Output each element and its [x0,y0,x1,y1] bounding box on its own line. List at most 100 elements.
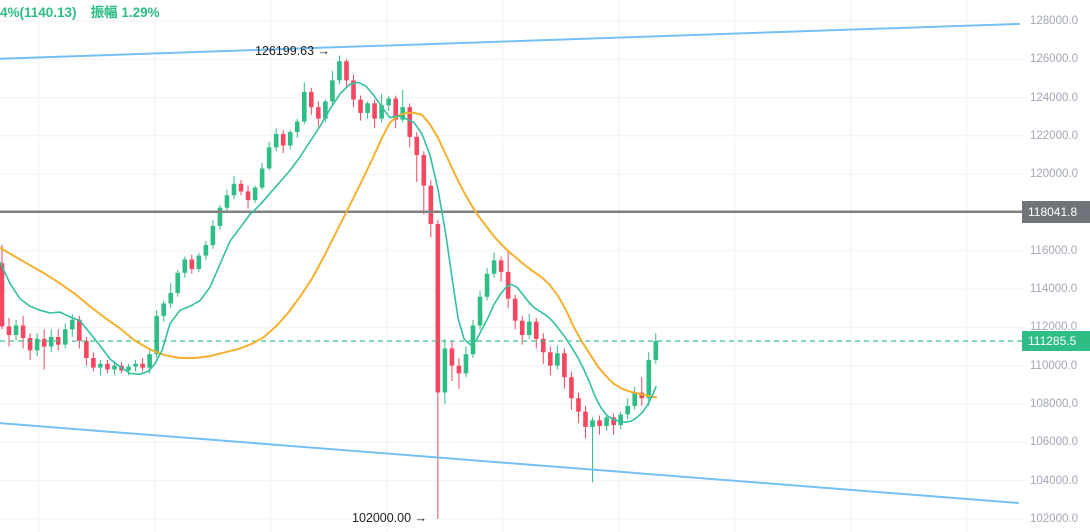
candle-body [414,136,420,156]
ma-fast-line [0,81,657,424]
candle-body [294,121,300,133]
candle-body [611,417,616,426]
candle-body [533,321,539,339]
candle-body [126,366,131,371]
candle-body [351,80,356,100]
candle-body [456,365,462,374]
candle-body [105,363,110,370]
candle-body [372,103,377,119]
candle-body [0,263,5,327]
candle-body [301,91,307,122]
candle-body [569,377,574,399]
candle-body [273,133,279,148]
candle-body [386,98,391,106]
resistance-trendline[interactable] [0,22,1020,60]
candle-body [27,337,33,351]
axis-tick-label: 120000.0 [1030,168,1078,181]
candle-body [541,338,546,353]
candle-body [77,319,82,341]
candle-body [583,411,588,427]
candle-body [168,292,174,304]
candle-body [442,348,448,393]
candle-body [140,363,145,368]
axis-tick-label: 102000.0 [1030,512,1078,525]
candle-body [526,321,532,336]
candle-body [449,348,455,366]
candle-body [41,338,47,347]
candle-body [196,255,202,269]
candle-body [428,185,434,224]
candle-body [491,260,497,274]
candle-body [604,417,609,427]
candle-body [548,352,553,366]
axis-tick-label: 124000.0 [1030,91,1078,104]
candle-body [435,223,441,393]
candle-body [238,183,244,192]
candle-body [653,341,659,360]
candle-body [309,91,314,108]
candle-body [393,98,398,120]
candle-body [365,103,370,113]
candle-body [344,61,349,81]
candle-body [562,353,567,378]
candle-body [84,340,89,359]
candle-body [48,336,54,347]
axis-tick-label: 112000.0 [1030,321,1078,334]
axis-tick-label: 110000.0 [1030,359,1078,372]
candle-body [217,207,223,226]
candle-body [280,133,286,146]
symbol-stats: 4%(1140.13) 振幅 1.29% [0,1,160,21]
candle-body [646,359,652,399]
candle-body [231,183,237,196]
candle-body [555,353,560,366]
candle-body [182,259,188,273]
candle-body [337,61,342,81]
axis-tick-label: 116000.0 [1030,244,1078,257]
axis-tick-label: 114000.0 [1030,283,1078,296]
candle-body [316,107,321,119]
candle-body [519,320,525,336]
candle-body [147,354,152,368]
candle-body [259,168,265,188]
candle-body [154,315,159,355]
amplitude-stat: 振幅 1.29% [90,5,160,20]
candle-body [175,272,181,293]
candle-body [632,392,637,406]
candle-body [463,354,469,374]
candle-body [484,273,490,297]
candle-body [34,338,40,351]
candle-body [62,329,68,345]
candle-body [203,245,209,256]
candle-body [498,260,504,272]
candle-body [470,325,476,355]
axis-tick-label: 104000.0 [1030,474,1078,487]
candle-body [323,101,328,119]
candle-body [330,80,335,102]
candle-body [358,99,363,113]
candle-body [133,363,138,367]
candle-body [266,147,272,169]
candle-body [252,187,258,201]
candle-body [287,132,293,146]
candle-body [20,325,26,338]
candle-body [13,325,19,336]
ma-slow-line [0,111,657,399]
low-price-annotation: 102000.00 → [352,511,428,525]
candle-body [210,225,216,246]
candle-body [112,365,117,370]
axis-tick-label: 108000.0 [1030,398,1078,410]
candle-body [70,319,75,330]
axis-tick-label: 106000.0 [1030,436,1078,449]
axis-tick-label: 122000.0 [1030,129,1078,142]
candle-body [6,326,12,336]
candle-body [407,107,413,137]
candle-body [597,420,602,427]
support-trendline[interactable] [0,422,1019,505]
candle-body [91,358,96,368]
candle-body [379,105,384,119]
axis-tick-label: 126000.0 [1030,53,1078,66]
candle-body [161,303,166,316]
candle-body [618,414,623,426]
